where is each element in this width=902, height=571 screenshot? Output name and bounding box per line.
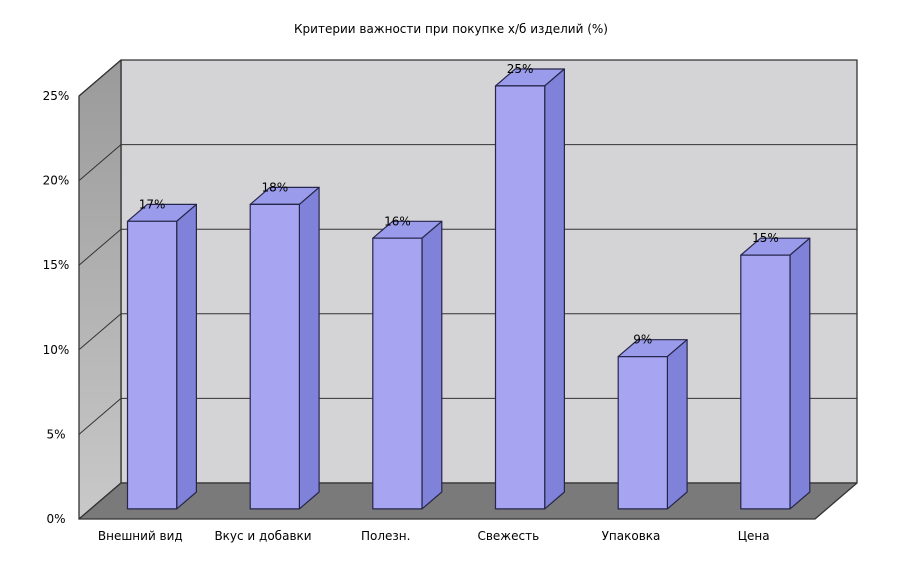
bar-value-label: 25% [507, 62, 534, 76]
x-axis-category-label: Внешний вид [98, 529, 183, 543]
bar-side-face [421, 220, 443, 510]
bar-5 [617, 339, 688, 510]
bar-value-label: 16% [384, 214, 411, 228]
chart-title: Критерии важности при покупке х/б издели… [294, 22, 608, 36]
bar-value-label: 9% [633, 333, 652, 347]
bar-side-face [789, 237, 811, 510]
y-gridline-side [78, 398, 122, 435]
bar-3 [372, 220, 443, 510]
y-axis-tick-label: 10% [43, 343, 70, 357]
bar-6 [740, 237, 811, 510]
y-axis-tick-label: 25% [43, 89, 70, 103]
bar-side-face [298, 186, 320, 510]
y-axis-tick-label: 5% [46, 427, 65, 441]
y-gridline-side [78, 228, 122, 266]
bar-front-face [372, 237, 423, 510]
left-wall [78, 59, 122, 520]
bar-side-face [544, 68, 566, 510]
bar-value-label: 18% [261, 180, 288, 194]
x-axis-category-label: Полезн. [361, 529, 410, 543]
bar-front-face [494, 85, 546, 510]
y-gridline-side [78, 59, 122, 97]
bar-front-face [126, 220, 178, 510]
bar-1 [126, 203, 197, 510]
bar-front-face [740, 254, 791, 510]
y-axis-tick-label: 15% [43, 258, 70, 272]
bar-front-face [249, 203, 300, 510]
bar-value-label: 15% [752, 231, 779, 245]
plot-box: 17% 18% 16% 25% 9% 15% 0% 5% 10% 15% 20% 25% Внешний… [43, 59, 858, 543]
bar-value-label: 17% [139, 197, 166, 211]
y-gridline-side [78, 313, 122, 351]
bar-side-face [666, 339, 688, 510]
bar-4 [494, 68, 566, 510]
y-gridline-side [78, 144, 122, 181]
x-axis-category-label: Вкус и добавки [214, 529, 311, 543]
bar-side-face [176, 203, 197, 510]
x-axis-category-label: Упаковка [602, 529, 661, 543]
x-axis-category-label: Свежесть [477, 529, 539, 543]
y-axis-tick-label: 20% [43, 174, 70, 188]
bar-front-face [617, 356, 669, 510]
y-axis-tick-label: 0% [46, 512, 65, 526]
bar-2 [249, 186, 320, 510]
x-axis-category-label: Цена [738, 529, 770, 543]
